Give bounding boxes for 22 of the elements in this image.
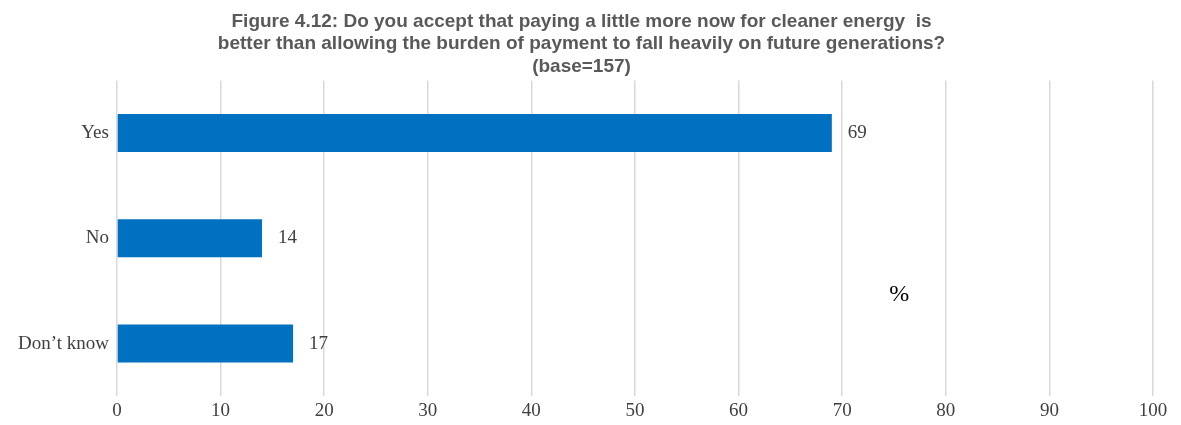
x-tick-label: 100 xyxy=(1138,398,1168,420)
x-tick-label: 50 xyxy=(625,398,645,420)
annotation: % xyxy=(889,280,910,307)
x-tick-label: 10 xyxy=(211,398,231,420)
y-tick-label: Yes xyxy=(81,121,109,143)
y-tick-label: No xyxy=(85,226,109,248)
x-tick-label: 90 xyxy=(1039,398,1059,420)
y-tick-label: Don’t know xyxy=(17,331,110,353)
x-tick-label: 70 xyxy=(832,398,852,420)
x-tick-label: 30 xyxy=(418,398,438,420)
data-label: 14 xyxy=(278,226,298,248)
data-label: 17 xyxy=(309,331,329,353)
x-tick-label: 0 xyxy=(112,398,122,420)
bar xyxy=(117,324,294,363)
x-tick-label: 80 xyxy=(936,398,956,420)
bar xyxy=(117,114,832,152)
data-label: 69 xyxy=(847,121,867,143)
x-tick-label: 60 xyxy=(729,398,749,420)
x-tick-label: 20 xyxy=(314,398,334,420)
chart-title: Figure 4.12: Do you accept that paying a little more now for cleaner energy is better than allowing the burden of payment to fall heavily on future generations? (base=157) xyxy=(217,9,946,77)
x-tick-label: 40 xyxy=(521,398,541,420)
bar xyxy=(117,219,262,258)
